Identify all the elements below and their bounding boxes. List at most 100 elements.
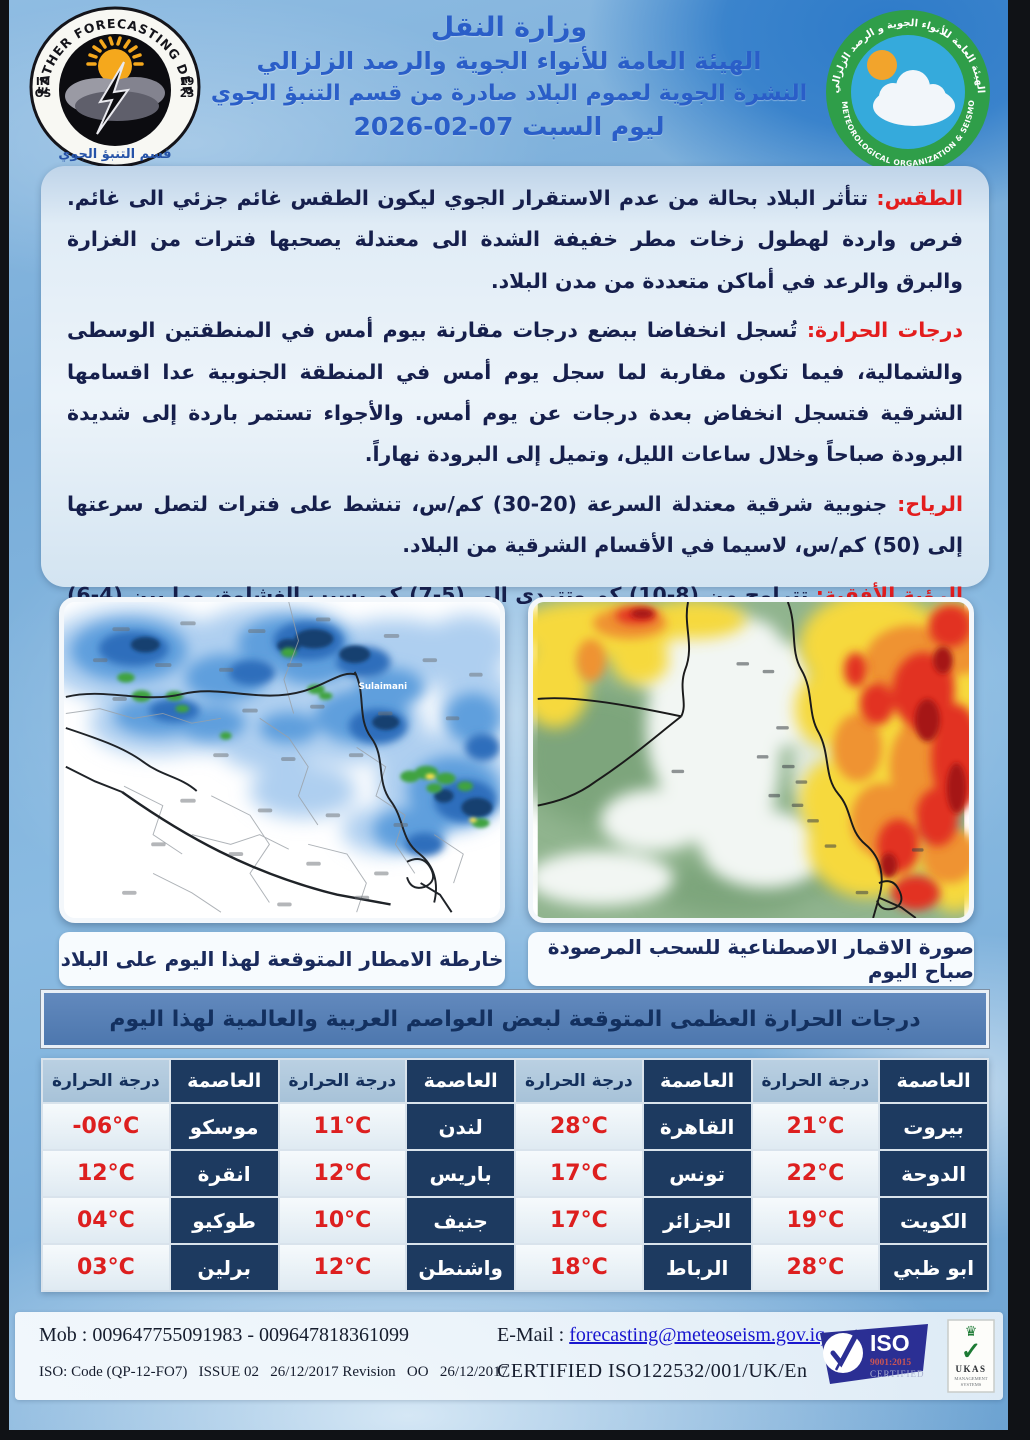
mobile-numbers: Mob : 009647755091983 - 009647818361099 bbox=[39, 1324, 409, 1346]
temp-header: درجة الحرارة bbox=[277, 1058, 408, 1104]
forecast-panel: الطقس: تتأثر البلاد بحالة من عدم الاستقر… bbox=[41, 166, 989, 648]
temp-cell: 12°C bbox=[277, 1149, 408, 1198]
iso-standard-text: 9001:2015 bbox=[870, 1358, 911, 1368]
temp-cell: 28°C bbox=[750, 1243, 881, 1292]
iraq-meteorological-organization-logo: الهيئة العامة للأنواء الجوية و الرصد الز… bbox=[821, 8, 990, 174]
temp-cell: 17°C bbox=[514, 1149, 644, 1198]
capitals-temperature-table: العاصمة درجة الحرارة العاصمة درجة الحرار… bbox=[41, 1058, 989, 1292]
city-cell: الرباط bbox=[641, 1243, 753, 1292]
ukas-sub1-text: MANAGEMENT bbox=[954, 1376, 987, 1381]
lightning-bolt-icon bbox=[96, 61, 131, 135]
weather-paragraph: الطقس: تتأثر البلاد بحالة من عدم الاستقر… bbox=[67, 178, 963, 302]
temp-cell: 22°C bbox=[750, 1149, 881, 1198]
temp-cell: 04°C bbox=[41, 1196, 171, 1245]
bulletin-title: النشرة الجوية لعموم البلاد صادرة من قسم … bbox=[210, 81, 808, 106]
admin-boundaries bbox=[65, 602, 464, 913]
city-label-smudges bbox=[671, 662, 924, 895]
city-cell: الجزائر bbox=[641, 1196, 753, 1245]
city-cell: بيروت bbox=[878, 1102, 989, 1151]
city-cell: الكويت bbox=[878, 1196, 989, 1245]
header-titles: وزارة النقل الهيئة العامة للأنواء الجوية… bbox=[189, 10, 829, 147]
certified-line: CERTIFIED ISO122532/001/UK/En bbox=[497, 1360, 808, 1382]
email-label: E-Mail : bbox=[497, 1324, 570, 1346]
logo-19-text: 19 bbox=[180, 76, 195, 88]
rain-areas bbox=[64, 604, 500, 856]
footer-strip: Mob : 009647755091983 - 009647818361099 … bbox=[15, 1312, 1003, 1400]
city-label-smudges bbox=[92, 617, 483, 907]
iso-badge-text: ISO bbox=[870, 1330, 910, 1356]
logo-os-text: OS bbox=[35, 88, 52, 100]
temperature-paragraph: درجات الحرارة: تُسجل انخفاضا ببضع درجات … bbox=[67, 310, 963, 476]
table-row: الدوحة 22°C تونس 17°C باريس 12°C انقرة 1… bbox=[41, 1149, 989, 1198]
capital-header: العاصمة bbox=[641, 1058, 753, 1104]
weather-label: الطقس: bbox=[876, 186, 963, 210]
weather-forecasting-dept-logo: WEATHER FORECASTING DEPT. IM OS 19 23 قس… bbox=[29, 6, 201, 168]
city-cell: واشنطن bbox=[405, 1243, 517, 1292]
satellite-cloud-map bbox=[528, 597, 974, 923]
iso-code-line: ISO: Code (QP-12-FO7) ISSUE 02 26/12/201… bbox=[39, 1364, 509, 1380]
temp-cell: 17°C bbox=[514, 1196, 644, 1245]
temp-cell: 12°C bbox=[41, 1149, 171, 1198]
satellite-map-graphic bbox=[533, 602, 969, 918]
ukas-sub2-text: SYSTEMS bbox=[961, 1382, 982, 1387]
table-row: الكويت 19°C الجزائر 17°C جنيف 10°C طوكيو… bbox=[41, 1196, 989, 1245]
rain-forecast-map: Sulaimani bbox=[59, 597, 505, 923]
city-cell: برلين bbox=[168, 1243, 280, 1292]
checkmark-icon: ✓ bbox=[961, 1339, 981, 1365]
temperature-table-title: درجات الحرارة العظمى المتوقعة لبعض العوا… bbox=[40, 989, 990, 1049]
ukas-name-text: UKAS bbox=[955, 1364, 986, 1374]
temp-header: درجة الحرارة bbox=[750, 1058, 881, 1104]
table-header-row: العاصمة درجة الحرارة العاصمة درجة الحرار… bbox=[41, 1058, 989, 1104]
temp-cell: 18°C bbox=[514, 1243, 644, 1292]
city-cell: تونس bbox=[641, 1149, 753, 1198]
cloud-icon bbox=[873, 70, 955, 126]
storm-cloud-icon bbox=[65, 77, 165, 121]
wind-label: الرياح: bbox=[897, 491, 963, 516]
table-row: بيروت 21°C القاهرة 28°C لندن 11°C موسكو … bbox=[41, 1102, 989, 1151]
temperature-text: تُسجل انخفاضا ببضع درجات مقارنة بيوم أمس… bbox=[67, 318, 963, 467]
city-cell: باريس bbox=[405, 1149, 517, 1198]
rain-map-city-label: Sulaimani bbox=[359, 682, 408, 692]
ministry-title: وزارة النقل bbox=[430, 12, 588, 43]
city-cell: القاهرة bbox=[641, 1102, 753, 1151]
city-cell: طوكيو bbox=[168, 1196, 280, 1245]
sun-icon bbox=[867, 50, 897, 80]
temp-cell: 21°C bbox=[750, 1102, 881, 1151]
temp-cell: 03°C bbox=[41, 1243, 171, 1292]
temp-cell: 19°C bbox=[750, 1196, 881, 1245]
capital-header: العاصمة bbox=[168, 1058, 280, 1104]
temp-cell: 10°C bbox=[277, 1196, 408, 1245]
email-link[interactable]: forecasting@meteoseism.gov.iq bbox=[569, 1324, 826, 1346]
rain-map-caption: خارطة الامطار المتوقعة لهذا اليوم على ال… bbox=[59, 932, 505, 986]
table-row: ابو ظبي 28°C الرباط 18°C واشنطن 12°C برل… bbox=[41, 1243, 989, 1292]
temp-header: درجة الحرارة bbox=[41, 1058, 171, 1104]
city-cell: لندن bbox=[405, 1102, 517, 1151]
logo-im-text: IM bbox=[36, 76, 50, 88]
wind-text: جنوبية شرقية معتدلة السرعة ⁦(30-20)⁩ كم/… bbox=[67, 491, 963, 558]
weather-text: تتأثر البلاد بحالة من عدم الاستقرار الجو… bbox=[67, 186, 963, 293]
crown-icon: ♛ bbox=[965, 1325, 978, 1340]
country-borders bbox=[65, 671, 453, 913]
rain-map-graphic: Sulaimani bbox=[64, 602, 500, 918]
authority-title: الهيئة العامة للأنواء الجوية والرصد الزل… bbox=[256, 47, 762, 75]
city-cell: ابو ظبي bbox=[878, 1243, 989, 1292]
bulletin-date: ليوم السبت ⁦2026-02-07⁩ bbox=[353, 112, 665, 141]
city-cell: انقرة bbox=[168, 1149, 280, 1198]
bulletin-page: WEATHER FORECASTING DEPT. IM OS 19 23 قس… bbox=[9, 0, 1008, 1430]
cold-cloud-tops-dark-red bbox=[630, 608, 967, 879]
city-cell: جنيف bbox=[405, 1196, 517, 1245]
temperature-label: درجات الحرارة: bbox=[806, 318, 963, 343]
temp-cell: 11°C bbox=[277, 1102, 408, 1151]
iso-certified-text: CERTIFIED bbox=[870, 1369, 924, 1379]
logo-arabic-caption: قسم التنبؤ الجوي bbox=[58, 147, 171, 162]
iso-9001-badge: ISO 9001:2015 CERTIFIED bbox=[820, 1324, 928, 1384]
pencil-icon bbox=[834, 1329, 859, 1371]
country-borders bbox=[537, 602, 917, 918]
logo-23-text: 23 bbox=[180, 88, 195, 100]
capital-header: العاصمة bbox=[878, 1058, 989, 1104]
ukas-badge: ♛ ✓ UKAS MANAGEMENT SYSTEMS bbox=[947, 1319, 995, 1393]
temp-cell: -06°C bbox=[41, 1102, 171, 1151]
sun-icon bbox=[86, 36, 144, 83]
wind-paragraph: الرياح: جنوبية شرقية معتدلة السرعة ⁦(30-… bbox=[67, 484, 963, 567]
satellite-map-caption: صورة الاقمار الاصطناعية للسحب المرصودة ص… bbox=[528, 932, 974, 986]
